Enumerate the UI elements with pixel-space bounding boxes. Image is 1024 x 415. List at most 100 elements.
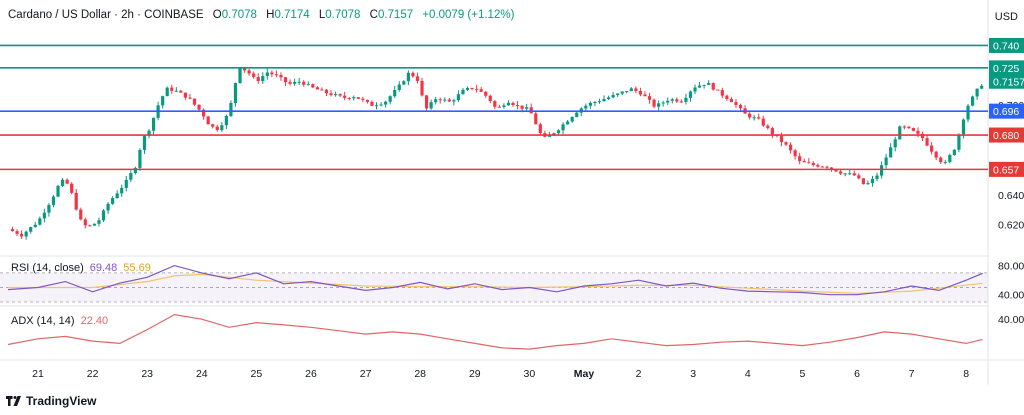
candle-body xyxy=(948,155,952,163)
candle-body xyxy=(711,83,715,90)
candle-body xyxy=(502,105,506,107)
candle-body xyxy=(97,220,101,224)
candle-body xyxy=(220,125,224,131)
candle-body xyxy=(570,116,574,122)
candle-body xyxy=(106,203,110,211)
low-value: 0.7078 xyxy=(325,9,361,21)
candle-body xyxy=(506,102,511,106)
candle-body xyxy=(584,105,588,109)
candle-body xyxy=(434,99,438,103)
candle-body xyxy=(424,95,429,109)
rsi-legend[interactable]: RSI (14, close) 69.48 55.69 xyxy=(11,262,151,274)
candle-body xyxy=(438,99,442,101)
candle-body xyxy=(693,87,697,92)
candle-body xyxy=(493,101,497,107)
adx-value: 22.40 xyxy=(80,315,109,327)
adx-legend[interactable]: ADX (14, 14) 22.40 xyxy=(11,315,108,327)
candle-body xyxy=(20,233,24,237)
candle-body xyxy=(10,229,15,232)
candle-body xyxy=(361,98,365,100)
candle-body xyxy=(33,224,37,228)
candle-body xyxy=(370,101,374,106)
candle-body xyxy=(115,193,119,199)
candle-body xyxy=(297,81,301,83)
level-badge-0.680 xyxy=(989,127,1024,143)
candle-body xyxy=(388,96,392,102)
candle-body xyxy=(770,128,774,135)
candle-body xyxy=(980,85,984,89)
time-tick-label-2: 23 xyxy=(141,368,153,380)
candle-body xyxy=(92,223,97,226)
candle-body xyxy=(593,102,597,104)
close-label: C xyxy=(369,9,378,21)
tradingview-wordmark: TradingView xyxy=(26,394,97,408)
candle-body xyxy=(215,126,219,131)
time-tick-label-8: 29 xyxy=(469,368,481,380)
candle-body xyxy=(670,99,674,101)
candle-body xyxy=(829,167,834,169)
candle-body xyxy=(966,105,970,120)
tradingview-logo-icon xyxy=(6,396,21,406)
candle-body xyxy=(975,88,979,97)
tradingview-brand[interactable]: TradingView xyxy=(6,394,96,408)
candle-body xyxy=(657,103,661,107)
time-tick-label-16: 7 xyxy=(909,368,915,380)
candle-body xyxy=(934,151,938,158)
candle-body xyxy=(74,192,78,210)
adx-line xyxy=(7,313,983,350)
candle-body xyxy=(702,84,706,86)
level-badge-label-0.740: 0.740 xyxy=(993,40,1019,52)
candle-body xyxy=(716,89,720,91)
candle-body xyxy=(384,101,388,105)
candle-body xyxy=(238,67,242,84)
candle-body xyxy=(566,121,570,125)
symbol-title[interactable]: Cardano / US Dollar · 2h · COINBASE xyxy=(8,9,204,21)
high-label: H xyxy=(266,9,275,21)
candle-body xyxy=(916,130,920,134)
candle-body xyxy=(279,74,283,78)
time-tick-label-0: 21 xyxy=(32,368,44,380)
candle-body xyxy=(83,219,87,226)
candle-body xyxy=(274,74,279,76)
candle-body xyxy=(443,99,447,101)
candle-body xyxy=(124,179,128,188)
candle-body xyxy=(811,162,815,166)
high-value: 0.7174 xyxy=(274,9,310,21)
currency-label[interactable]: USD xyxy=(994,11,1018,23)
candle-body xyxy=(179,90,183,93)
candle-body xyxy=(211,124,215,127)
candle-body xyxy=(197,104,201,110)
candle-body xyxy=(311,84,315,88)
candle-body xyxy=(688,91,693,98)
candle-body xyxy=(411,72,415,77)
time-tick-label-6: 27 xyxy=(360,368,372,380)
candle-body xyxy=(151,117,156,131)
candle-body xyxy=(393,89,397,97)
candle-body xyxy=(634,88,638,92)
candle-body xyxy=(242,67,247,71)
rsi-title: RSI (14, close) xyxy=(11,262,84,274)
time-tick-label-1: 22 xyxy=(87,368,99,380)
candle-body xyxy=(88,225,92,227)
open-label: O xyxy=(212,9,222,21)
last-price-badge-label: 0.7157 xyxy=(993,77,1024,89)
time-tick-label-3: 24 xyxy=(196,368,208,380)
time-tick-label-11: 2 xyxy=(636,368,642,380)
candle-body xyxy=(556,130,561,134)
candle-body xyxy=(79,209,83,220)
candle-body xyxy=(638,91,643,95)
price-tick-label-0: 0.620 xyxy=(998,220,1024,232)
candle-body xyxy=(397,84,401,90)
level-badge-0.696 xyxy=(989,103,1024,119)
candle-body xyxy=(374,105,379,107)
candle-body xyxy=(142,135,147,150)
time-tick-label-15: 6 xyxy=(854,368,860,380)
candle-body xyxy=(752,117,756,119)
candle-body xyxy=(625,91,629,93)
adx-tick-40: 40.00 xyxy=(998,314,1024,326)
rsi-tick-80: 80.00 xyxy=(998,261,1024,273)
candle-body xyxy=(707,83,711,85)
candle-body xyxy=(365,99,370,102)
candle-body xyxy=(420,80,424,96)
